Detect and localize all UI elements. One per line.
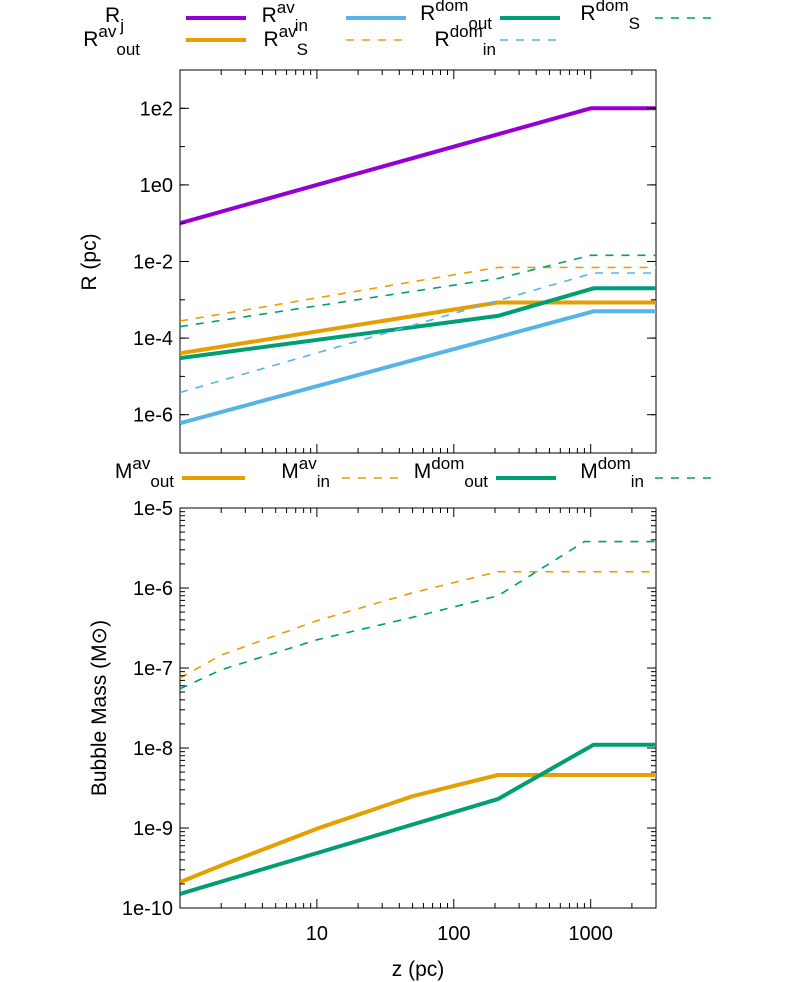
legend-entry: Ravout (83, 22, 246, 59)
legend-label-sup: dom (435, 0, 468, 15)
radius-y-axis-label: R (pc) (78, 233, 101, 290)
mass-y-axis-label-text: Bubble Mass (M (88, 644, 111, 796)
legend-label-sub: S (297, 40, 308, 59)
legend-label-sub: in (295, 16, 308, 35)
mass-plot-frame (179, 507, 657, 909)
legend-entry: Rj (105, 4, 246, 35)
legend-label: Rdomin (435, 22, 496, 59)
mass-legend: Mavout Mavin Mdomout Mdomin (115, 454, 718, 491)
legend-entry: Ravin (262, 0, 406, 35)
mass-panel: 1e-10 1e-9 1e-8 1e-7 1e-6 1e-5 10 100 1000 Bubbl… (88, 454, 718, 981)
mass-series-group (180, 540, 656, 896)
mass-y-axis-label-close: ) (88, 620, 111, 627)
y-tick-label: 1e-6 (133, 405, 173, 427)
y-tick-label: 1e-8 (133, 738, 173, 760)
legend-label-sub: S (629, 14, 640, 33)
legend-entry: Rdomout (420, 0, 560, 33)
legend-label-sup: dom (598, 454, 631, 473)
y-tick-label: 1e-6 (133, 578, 173, 600)
legend-label-sup: av (132, 454, 150, 473)
x-tick-label: 10 (306, 923, 328, 945)
legend-label-sub: out (468, 14, 492, 33)
y-tick-label: 1e2 (140, 98, 173, 120)
legend-label-sup: av (98, 22, 116, 41)
legend-label: RdomS (580, 0, 640, 33)
y-tick-label: 1e-4 (133, 328, 173, 350)
legend-label-base: M (115, 460, 133, 483)
legend-label-sup: av (279, 22, 297, 41)
legend-label-base: R (262, 4, 277, 27)
series-line-r-out-av (180, 300, 656, 356)
legend-label: Mdomin (580, 454, 644, 491)
legend-label-base: R (580, 2, 595, 25)
legend-label-sub: out (116, 40, 140, 59)
legend-label: Rdomout (420, 0, 492, 33)
radius-series-group (180, 106, 656, 426)
radius-plot-frame (179, 69, 657, 454)
legend-label-sup: dom (596, 0, 629, 15)
series-line-r-s-dom (180, 254, 656, 328)
legend-label-base: R (435, 28, 450, 51)
series-line-m-out-dom (180, 742, 656, 896)
legend-label-sup: dom (431, 454, 464, 473)
y-tick-label: 1e-5 (133, 498, 173, 520)
legend-label-base: R (105, 4, 120, 27)
legend-label-base: M (281, 460, 299, 483)
legend-label-sup: av (277, 0, 295, 17)
legend-entry: RdomS (580, 0, 718, 33)
mass-x-axis-label: z (pc) (392, 958, 445, 981)
legend-label: RavS (264, 22, 308, 59)
y-tick-label: 1e-2 (133, 252, 173, 274)
series-line-r-j (180, 106, 656, 226)
legend-label-base: R (264, 28, 279, 51)
legend-entry: Mdomin (580, 454, 718, 491)
legend-label-base: R (83, 28, 98, 51)
legend-entry: Rdomin (435, 22, 560, 59)
y-tick-label: 1e-7 (133, 658, 173, 680)
legend-label-sub: in (483, 40, 496, 59)
legend-label-sub: in (317, 472, 330, 491)
legend-label-sub: out (464, 472, 488, 491)
legend-entry: Mdomout (414, 454, 556, 491)
legend-label-sup: dom (450, 22, 483, 41)
legend-label-sub: in (631, 472, 644, 491)
legend-label-sub: out (150, 472, 174, 491)
y-tick-label: 1e-9 (133, 818, 173, 840)
legend-label: Rj (105, 4, 124, 35)
y-tick-label: 1e-10 (122, 898, 173, 920)
x-tick-label: 100 (437, 923, 470, 945)
series-line-r-in-av (180, 309, 656, 426)
mass-y-axis-label: Bubble Mass (M⊙) (88, 620, 111, 796)
series-line-m-out-av (180, 773, 656, 885)
series-line-m-in-dom (180, 540, 656, 690)
legend-entry: Mavin (281, 454, 402, 491)
legend-label: Mavin (281, 454, 330, 491)
legend-label-base: M (414, 460, 432, 483)
legend-label-base: M (580, 460, 598, 483)
series-line-r-s-av (180, 266, 656, 322)
y-tick-label: 1e0 (140, 175, 173, 197)
legend-entry: Mavout (115, 454, 245, 491)
legend-label: Mdomout (414, 454, 488, 491)
legend-label: Mavout (115, 454, 174, 491)
x-tick-label: 1000 (568, 923, 613, 945)
legend-label-sup: av (299, 454, 317, 473)
series-line-r-out-dom (180, 286, 656, 361)
legend-entry: RavS (264, 22, 406, 59)
legend-label: Ravin (262, 0, 308, 35)
solar-mass-symbol: ⊙ (88, 627, 111, 645)
legend-label-base: R (420, 2, 435, 25)
series-line-m-in-av (180, 570, 656, 679)
legend-label: Ravout (83, 22, 140, 59)
legend-label-sub: j (119, 16, 124, 35)
